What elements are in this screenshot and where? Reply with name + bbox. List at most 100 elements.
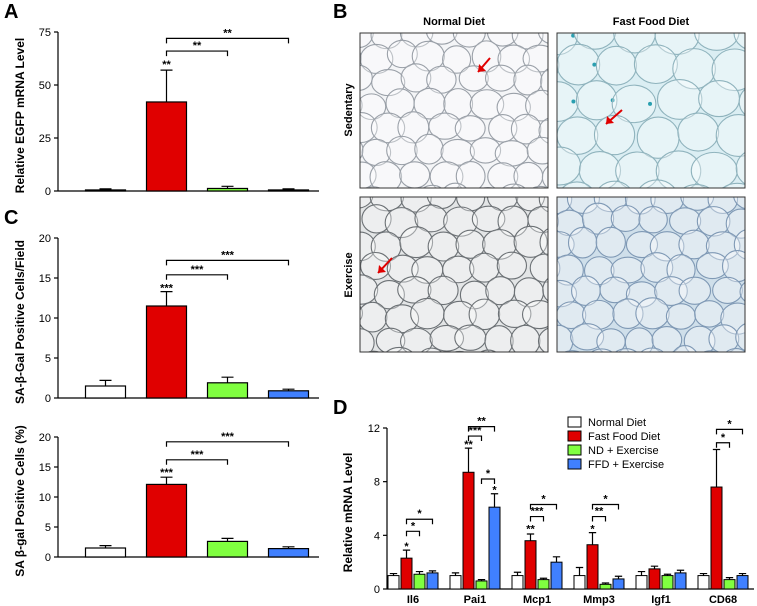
cell (454, 115, 486, 142)
cell (400, 197, 432, 213)
cell (360, 97, 363, 114)
error-bar (601, 582, 610, 585)
stain (648, 101, 653, 106)
cell (469, 137, 502, 164)
cell (360, 274, 379, 305)
cell (614, 348, 638, 352)
cell (753, 46, 757, 86)
cell (752, 306, 757, 331)
error-bar (712, 448, 721, 488)
cell (633, 44, 678, 85)
significance: ** (193, 40, 202, 52)
error-bar (464, 447, 473, 473)
y-axis-label: SA β-gal Positive Cells (%) (13, 425, 27, 577)
cell (525, 89, 548, 122)
y-tick-label: 0 (45, 552, 51, 564)
cell (721, 250, 745, 283)
y-tick-label: 20 (39, 233, 51, 245)
bar (145, 101, 188, 192)
significance: * (486, 468, 491, 480)
panel-label: C (4, 207, 18, 229)
significance: * (721, 432, 726, 444)
significance-bracket (467, 426, 496, 432)
cell (635, 297, 670, 330)
bar (635, 575, 648, 590)
significance: ** (464, 439, 473, 451)
cell (680, 197, 715, 211)
cell (578, 150, 622, 188)
cell (487, 162, 519, 188)
y-tick-label: 15 (39, 462, 51, 474)
cell (752, 353, 757, 379)
cell (553, 0, 584, 25)
significance: * (411, 520, 416, 532)
cell (361, 204, 392, 234)
cell (715, 114, 745, 157)
significance-bracket (165, 274, 229, 280)
error-bar (160, 476, 173, 485)
error-bar (663, 573, 672, 576)
column-header: Normal Diet (423, 16, 485, 28)
cell (693, 33, 740, 51)
cell (735, 151, 745, 185)
cell (513, 0, 556, 17)
cell (640, 252, 674, 283)
cell (497, 299, 532, 329)
error-bar (526, 533, 535, 541)
error-bar (389, 572, 398, 576)
cell (690, 151, 738, 188)
micrographs (359, 0, 757, 379)
cell (707, 197, 739, 214)
cell (682, 184, 711, 188)
cell (712, 276, 743, 304)
cell (649, 231, 685, 262)
cell (360, 219, 361, 224)
significance-bracket (715, 428, 744, 435)
significance-bracket (165, 37, 290, 44)
bar (550, 561, 563, 590)
bar (524, 540, 537, 590)
significance: *** (191, 264, 205, 276)
bar (661, 575, 674, 590)
bar (697, 575, 710, 590)
cell (400, 63, 432, 93)
cell (625, 231, 659, 259)
significance-bracket (405, 530, 421, 537)
cell (695, 252, 729, 280)
significance-bracket (591, 515, 607, 522)
bar (267, 547, 310, 558)
y-tick-label: 10 (39, 313, 51, 325)
y-axis-label: SA-β-Gal Positive Cells/Field (13, 240, 27, 404)
column-header: Fast Food Diet (613, 16, 690, 28)
cell (420, 347, 443, 352)
cell (486, 33, 519, 47)
cell (672, 48, 716, 90)
cell (753, 114, 757, 152)
y-tick-label: 75 (39, 27, 51, 39)
y-tick-label: 5 (45, 353, 51, 365)
cell (373, 279, 405, 310)
bar (449, 575, 462, 590)
arrowhead (378, 265, 386, 273)
cell (557, 324, 574, 352)
error-bar (676, 569, 685, 573)
y-tick-label: 5 (45, 522, 51, 534)
bar (206, 540, 249, 558)
x-tick-label: CD68 (709, 594, 737, 606)
cell (557, 301, 587, 330)
cell (733, 33, 745, 50)
stain (609, 29, 613, 33)
cell (665, 303, 697, 330)
cell (650, 197, 685, 214)
legend-label: Normal Diet (588, 417, 646, 429)
cell (360, 33, 374, 48)
cell (429, 161, 464, 188)
cell (427, 275, 459, 306)
cell (428, 112, 462, 140)
cell (554, 0, 596, 16)
error-bar (725, 576, 734, 580)
legend-label: ND + Exercise (588, 445, 659, 457)
cell (484, 325, 514, 352)
bar (267, 189, 310, 192)
bar (573, 575, 586, 590)
